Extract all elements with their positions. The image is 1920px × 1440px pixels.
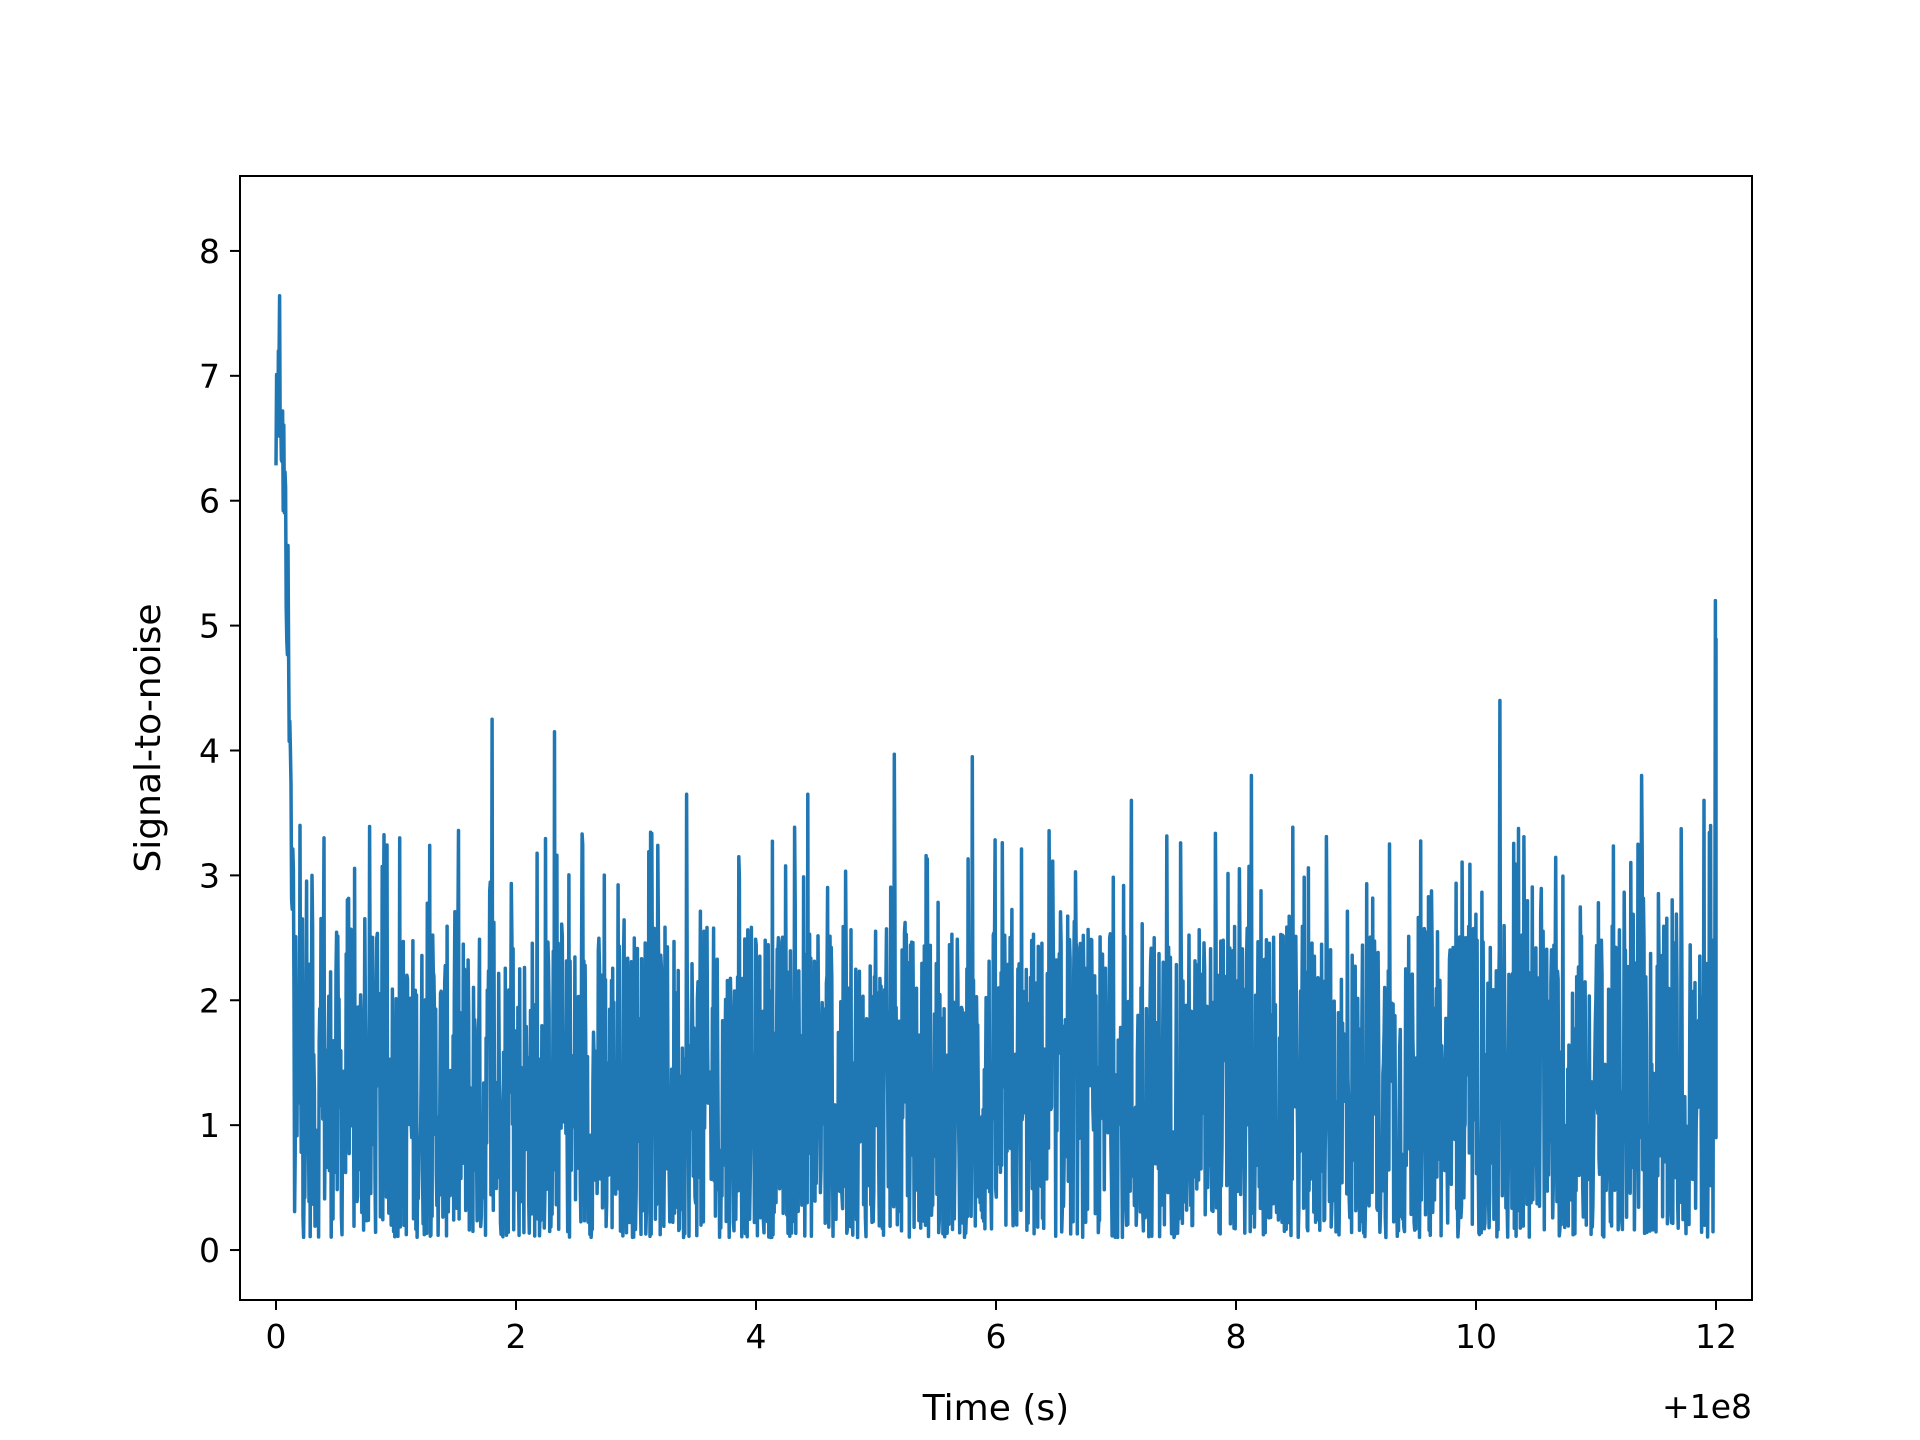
x-axis-ticks: 0 2 4 6 8 10 12 [266,1300,1737,1356]
x-tick-label: 8 [1226,1317,1247,1356]
x-tick-label: 0 [266,1317,287,1356]
x-tick-label: 2 [506,1317,527,1356]
y-tick-label: 8 [199,232,220,271]
y-tick-label: 7 [199,357,220,396]
plot-area [274,293,1718,1240]
y-axis-title: Signal-to-noise [128,603,169,872]
y-tick-label: 4 [199,731,220,770]
signal-to-noise-series-line [274,293,1718,1240]
y-tick-label: 2 [199,981,220,1020]
x-tick-label: 6 [986,1317,1007,1356]
x-axis-title: Time (s) [922,1388,1069,1429]
x-tick-label: 10 [1455,1317,1497,1356]
y-tick-label: 3 [199,856,220,895]
x-axis-offset-label: +1e8 [1662,1387,1752,1426]
y-tick-label: 5 [199,607,220,646]
x-tick-label: 12 [1695,1317,1737,1356]
y-tick-label: 6 [199,482,220,521]
x-tick-label: 4 [746,1317,767,1356]
y-tick-label: 0 [199,1231,220,1270]
y-tick-label: 1 [199,1106,220,1145]
y-axis-ticks: 0 1 2 3 4 5 6 7 8 [199,232,240,1270]
